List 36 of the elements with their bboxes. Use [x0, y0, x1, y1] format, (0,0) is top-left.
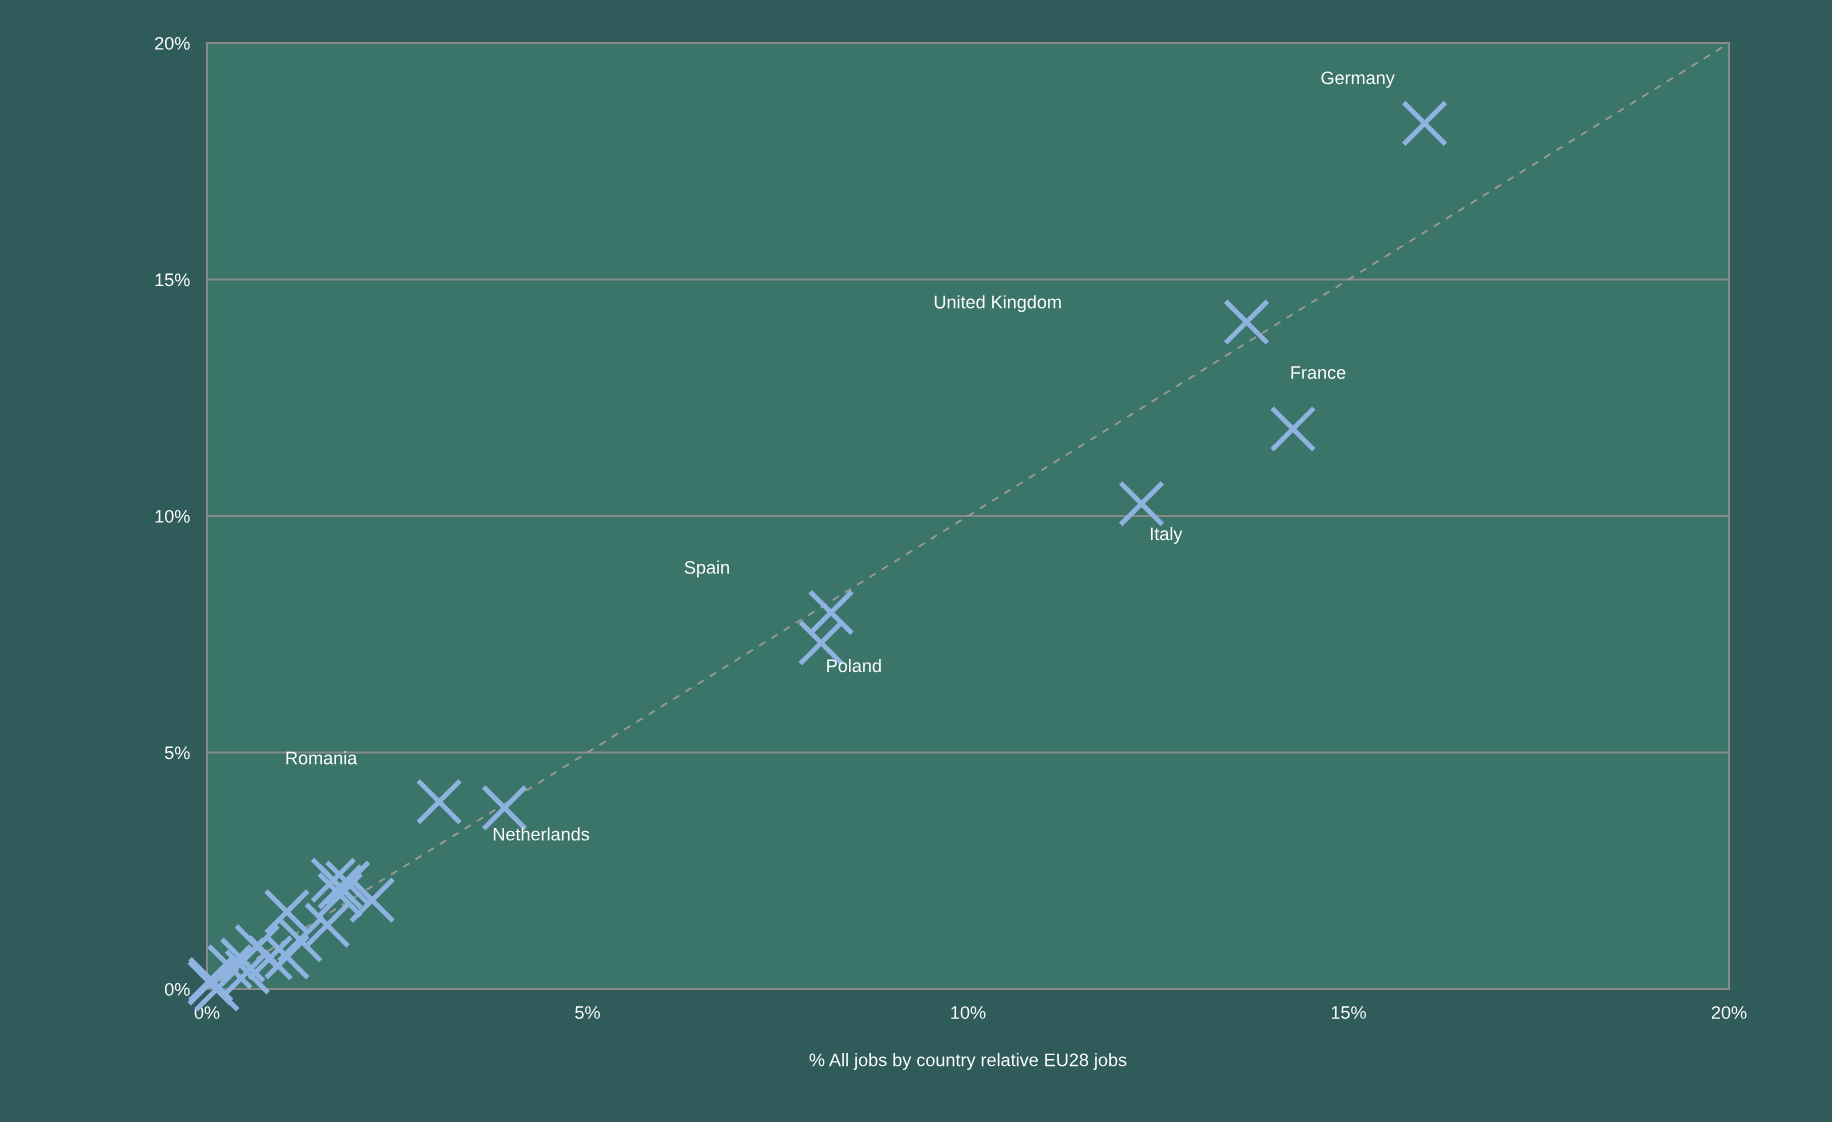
- point: [246, 934, 294, 982]
- point: [276, 916, 324, 964]
- point: [1118, 480, 1165, 527]
- point: [206, 943, 254, 991]
- annotation: France: [1291, 366, 1346, 379]
- y-tick-label: 20%: [155, 36, 190, 50]
- point: [415, 778, 463, 825]
- point: [1223, 298, 1270, 346]
- annotation: United Kingdom: [934, 295, 1061, 313]
- point: [807, 589, 855, 636]
- annotation: Netherlands: [493, 827, 590, 841]
- point: [1269, 405, 1317, 453]
- point: [316, 871, 364, 919]
- point: [303, 901, 351, 949]
- x-tick-label: 15%: [1331, 1006, 1366, 1019]
- annotation: Spain: [684, 560, 729, 578]
- point: [316, 863, 364, 911]
- point: [324, 859, 372, 907]
- point: [224, 948, 271, 996]
- point: [310, 856, 357, 904]
- annotation: Germany: [1321, 71, 1395, 88]
- point: [1401, 100, 1448, 147]
- y-tick-label: 15%: [155, 273, 190, 287]
- annotation: Italy: [1150, 526, 1183, 544]
- x-tick-label: 20%: [1711, 1006, 1747, 1019]
- x-axis-title: % All jobs by country relative EU28 jobs: [809, 1053, 1127, 1070]
- point: [233, 923, 281, 971]
- point: [263, 888, 311, 936]
- y-tick-label: 5%: [164, 746, 190, 760]
- x-tick-label: 10%: [951, 1006, 986, 1019]
- annotation: Poland: [827, 658, 881, 673]
- y-tick-label: 0%: [164, 982, 190, 996]
- y-tick-label: 10%: [155, 509, 190, 523]
- point: [348, 876, 396, 924]
- x-tick-label: 5%: [575, 1006, 600, 1019]
- annotation: Romania: [286, 751, 358, 765]
